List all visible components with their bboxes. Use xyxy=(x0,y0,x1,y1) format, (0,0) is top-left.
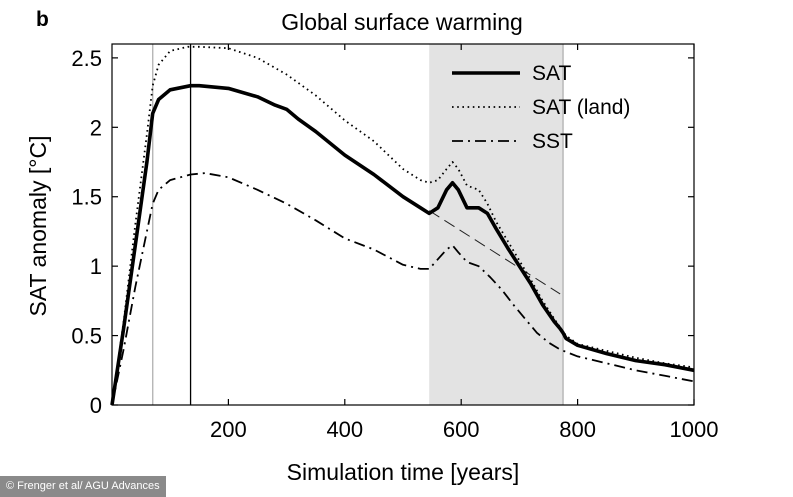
y-tick-label: 2 xyxy=(90,115,102,140)
y-tick-label: 1 xyxy=(90,254,102,279)
image-credit: © Frenger et al/ AGU Advances xyxy=(0,476,166,497)
y-tick-label: 1.5 xyxy=(71,185,102,210)
plot-frame xyxy=(111,43,695,406)
y-tick-label: 0.5 xyxy=(71,324,102,349)
legend-label-sst: SST xyxy=(532,130,573,153)
y-tick-label: 0 xyxy=(90,393,102,418)
x-tick-label: 800 xyxy=(559,417,596,442)
legend-label-sat-land: SAT (land) xyxy=(532,96,630,119)
y-axis-label: SAT anomaly [°C] xyxy=(25,136,51,317)
x-tick-label: 1000 xyxy=(670,417,719,442)
reference-dashed-line xyxy=(428,210,561,295)
x-axis-label: Simulation time [years] xyxy=(287,459,520,485)
series-line-sat-land xyxy=(111,45,695,406)
chart-title: Global surface warming xyxy=(281,9,523,35)
x-tick-label: 400 xyxy=(326,417,363,442)
x-tick-label: 600 xyxy=(443,417,480,442)
legend-label-sat: SAT xyxy=(532,62,571,85)
series-line-sat xyxy=(110,83,695,406)
series-line-sst xyxy=(111,172,695,406)
y-tick-label: 2.5 xyxy=(71,46,102,71)
x-tick-label: 200 xyxy=(210,417,247,442)
panel-label: b xyxy=(36,8,49,31)
